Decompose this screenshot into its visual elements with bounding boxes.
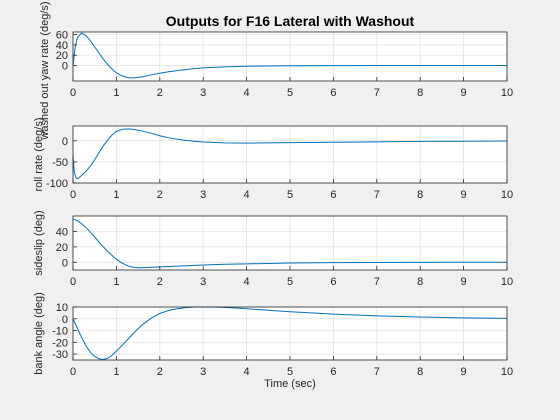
y-axis-label: roll rate (deg/s) bbox=[33, 118, 45, 192]
x-tick-label: 1 bbox=[113, 366, 119, 378]
y-tick-label: 20 bbox=[56, 242, 68, 254]
x-tick-label: 5 bbox=[287, 189, 293, 201]
figure-title: Outputs for F16 Lateral with Washout bbox=[166, 13, 415, 29]
x-tick-label: 5 bbox=[287, 366, 293, 378]
y-tick-label: 20 bbox=[56, 50, 68, 62]
x-tick-label: 10 bbox=[501, 276, 513, 288]
y-tick-label: 60 bbox=[56, 30, 68, 42]
y-tick-label: 0 bbox=[62, 257, 68, 269]
y-tick-label: -10 bbox=[52, 326, 68, 338]
x-tick-label: 6 bbox=[330, 276, 336, 288]
x-tick-label: 1 bbox=[113, 189, 119, 201]
y-tick-label: 40 bbox=[56, 226, 68, 238]
x-tick-label: 5 bbox=[287, 87, 293, 99]
x-tick-label: 4 bbox=[244, 87, 250, 99]
x-tick-label: 3 bbox=[200, 189, 206, 201]
y-tick-label: 10 bbox=[56, 302, 68, 314]
y-tick-label: -50 bbox=[52, 157, 68, 169]
x-tick-label: 2 bbox=[157, 189, 163, 201]
x-tick-label: 8 bbox=[417, 366, 423, 378]
x-tick-label: 6 bbox=[330, 366, 336, 378]
series-line-1 bbox=[72, 306, 508, 360]
x-tick-label: 6 bbox=[330, 189, 336, 201]
x-tick-label: 3 bbox=[200, 276, 206, 288]
y-axis-label: bank angle (deg) bbox=[33, 292, 45, 375]
x-tick-label: 2 bbox=[157, 366, 163, 378]
x-tick-label: 1 bbox=[113, 87, 119, 99]
y-tick-label: -30 bbox=[52, 349, 68, 361]
x-tick-label: 2 bbox=[157, 87, 163, 99]
y-tick-label: 0 bbox=[62, 314, 68, 326]
x-tick-label: 3 bbox=[200, 87, 206, 99]
subplot-3: 0 1 2 3 4 5 6 7 8 9 10 0 20 40 sideslip (deg) bbox=[33, 210, 513, 288]
x-axis-label: Time (sec) bbox=[264, 378, 316, 390]
x-tick-label: 9 bbox=[461, 189, 467, 201]
x-tick-label: 4 bbox=[244, 366, 250, 378]
subplot-2: 0 1 2 3 4 5 6 7 8 9 10 -100 -50 0 roll rate (deg/s) bbox=[33, 118, 513, 201]
x-tick-label: 0 bbox=[70, 189, 76, 201]
x-tick-label: 0 bbox=[70, 87, 76, 99]
x-tick-label: 7 bbox=[374, 189, 380, 201]
y-axis-label: sideslip (deg) bbox=[33, 210, 45, 275]
series-line-1 bbox=[72, 128, 508, 180]
x-tick-label: 8 bbox=[417, 276, 423, 288]
x-tick-label: 8 bbox=[417, 189, 423, 201]
series-line-1 bbox=[72, 32, 507, 79]
x-tick-label: 0 bbox=[70, 366, 76, 378]
x-tick-label: 7 bbox=[374, 366, 380, 378]
y-tick-label: -20 bbox=[52, 337, 68, 349]
x-tick-label: 7 bbox=[374, 276, 380, 288]
y-tick-label: 40 bbox=[56, 40, 68, 52]
x-tick-label: 6 bbox=[330, 87, 336, 99]
x-tick-label: 10 bbox=[501, 189, 513, 201]
y-tick-label: 0 bbox=[62, 136, 68, 148]
y-tick-label: -100 bbox=[46, 178, 68, 190]
x-tick-label: 10 bbox=[501, 87, 513, 99]
series-line-1 bbox=[72, 218, 507, 269]
x-tick-label: 1 bbox=[113, 276, 119, 288]
x-tick-label: 10 bbox=[501, 366, 513, 378]
y-tick-label: 0 bbox=[62, 61, 68, 73]
x-tick-label: 8 bbox=[417, 87, 423, 99]
x-tick-label: 0 bbox=[70, 276, 76, 288]
x-tick-label: 4 bbox=[244, 276, 250, 288]
x-tick-label: 2 bbox=[157, 276, 163, 288]
x-tick-label: 3 bbox=[200, 366, 206, 378]
x-tick-label: 4 bbox=[244, 189, 250, 201]
x-tick-label: 9 bbox=[461, 366, 467, 378]
x-tick-label: 9 bbox=[461, 276, 467, 288]
y-axis-label: washed out yaw rate (deg/s) bbox=[39, 1, 51, 140]
x-tick-label: 7 bbox=[374, 87, 380, 99]
x-tick-label: 5 bbox=[287, 276, 293, 288]
x-tick-label: 9 bbox=[461, 87, 467, 99]
